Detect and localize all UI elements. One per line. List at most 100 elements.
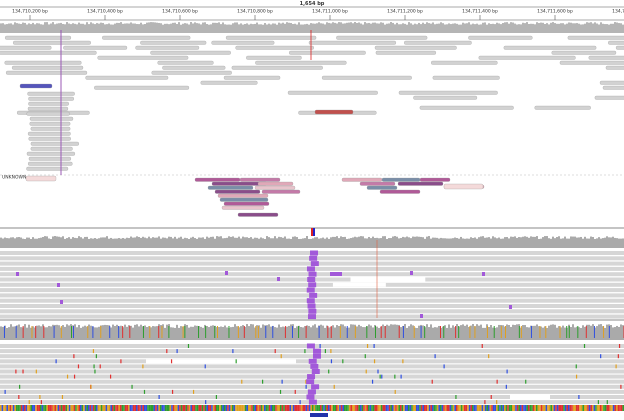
- coverage-bar: [472, 23, 474, 33]
- read: [30, 141, 79, 146]
- coverage-bar: [228, 24, 230, 33]
- coverage-bar: [6, 327, 8, 340]
- coverage-snp: [15, 326, 17, 338]
- read: [27, 131, 71, 136]
- base: [339, 405, 341, 411]
- coverage-bar: [448, 23, 450, 33]
- coverage-bar: [516, 237, 518, 248]
- base: [347, 405, 349, 411]
- coverage-bar: [464, 325, 466, 340]
- coverage-bar: [284, 23, 286, 33]
- base: [252, 405, 255, 411]
- coverage-bar: [274, 23, 276, 33]
- base: [548, 405, 551, 411]
- base: [91, 405, 93, 411]
- coverage-bar: [274, 236, 276, 248]
- read: [27, 91, 75, 96]
- coverage-bar: [136, 236, 138, 248]
- coverage-bar: [44, 327, 46, 340]
- base: [436, 405, 439, 411]
- base: [86, 405, 88, 411]
- base: [336, 405, 338, 411]
- coverage-bar: [224, 24, 226, 33]
- read-colored: [257, 181, 294, 186]
- coverage-bar: [312, 325, 314, 340]
- coverage-bar: [614, 237, 616, 248]
- coverage-bar: [482, 236, 484, 248]
- coverage-bar: [188, 24, 190, 33]
- base: [273, 405, 276, 411]
- coverage-bar: [40, 237, 42, 248]
- coverage-bar: [38, 325, 40, 340]
- base: [484, 405, 487, 411]
- coverage-bar: [476, 324, 478, 340]
- coverage-bar: [46, 22, 48, 33]
- coverage-bar: [62, 236, 64, 248]
- read: [404, 40, 472, 45]
- base: [467, 405, 469, 411]
- coverage-bar: [502, 325, 504, 340]
- read: [29, 116, 74, 121]
- mismatch: [333, 384, 335, 389]
- coverage-snp: [70, 326, 72, 338]
- mismatch: [281, 379, 283, 384]
- coverage-bar: [286, 238, 288, 248]
- coverage-bar: [106, 325, 108, 340]
- read: [162, 65, 226, 70]
- coverage-bar: [138, 236, 140, 248]
- coverage-bar: [394, 324, 396, 340]
- coverage-bar: [114, 325, 116, 340]
- base: [472, 405, 474, 411]
- read: [0, 45, 52, 50]
- coverage-bar: [246, 23, 248, 33]
- coverage-bar: [296, 24, 298, 33]
- base: [361, 405, 364, 411]
- coverage-bar: [174, 22, 176, 33]
- base: [449, 405, 452, 411]
- mismatch: [505, 384, 507, 389]
- coverage-bar: [574, 327, 576, 340]
- coverage-bar: [230, 327, 232, 340]
- coverage-bar: [496, 327, 498, 340]
- coverage-bar: [368, 236, 370, 248]
- coverage-bar: [546, 23, 548, 33]
- coverage-bar: [80, 23, 82, 33]
- coverage-snp: [339, 326, 341, 338]
- coverage-bar: [0, 326, 2, 340]
- coverage-bar: [140, 237, 142, 248]
- coverage-bar: [268, 324, 270, 340]
- insertion: [313, 348, 322, 354]
- coverage-bar: [132, 237, 134, 248]
- mismatch: [400, 374, 402, 379]
- base: [84, 405, 87, 411]
- coverage-bar: [126, 326, 128, 340]
- base: [574, 405, 576, 411]
- coverage-bar: [76, 327, 78, 340]
- base: [217, 405, 220, 411]
- coverage-bar: [462, 22, 464, 33]
- base: [540, 405, 543, 411]
- coverage-bar: [54, 236, 56, 248]
- mismatch: [575, 364, 577, 369]
- coverage-bar: [310, 238, 312, 248]
- coverage-bar: [412, 24, 414, 33]
- coverage-bar: [448, 238, 450, 248]
- coverage-bar: [242, 325, 244, 340]
- coverage-bar: [418, 325, 420, 340]
- coverage-bar: [156, 22, 158, 33]
- insertion: [225, 271, 228, 275]
- insertion: [410, 271, 413, 275]
- coverage-bar: [516, 24, 518, 33]
- base: [392, 405, 394, 411]
- read-row: [0, 354, 624, 359]
- base: [264, 405, 266, 411]
- read: [594, 95, 624, 100]
- mismatch: [488, 354, 490, 359]
- coverage-bar: [226, 327, 228, 340]
- base: [532, 405, 535, 411]
- coverage-bar: [136, 24, 138, 33]
- coverage-bar: [216, 22, 218, 33]
- coverage-bar: [404, 23, 406, 33]
- coverage-bar: [66, 238, 68, 248]
- base: [49, 405, 52, 411]
